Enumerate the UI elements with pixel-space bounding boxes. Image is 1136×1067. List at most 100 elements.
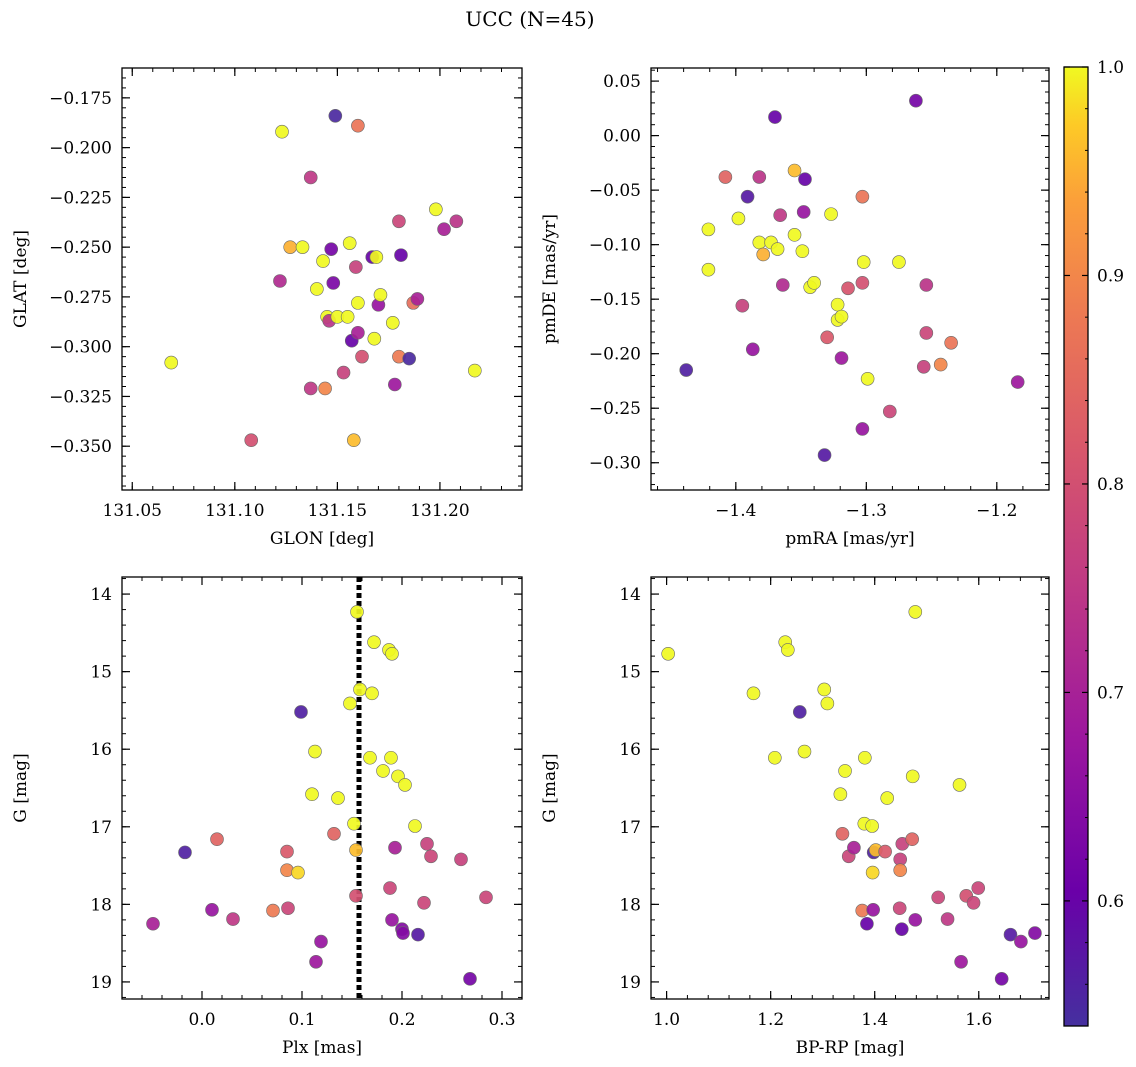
data-point: [768, 750, 782, 765]
data-point: [824, 207, 838, 221]
data-point: [310, 282, 324, 296]
data-point: [365, 686, 379, 701]
data-point: [281, 901, 295, 916]
data-point: [327, 826, 341, 841]
y-tick-label: 17: [90, 818, 112, 838]
data-point: [308, 744, 322, 759]
data-point: [294, 705, 308, 719]
y-tick-label: −0.20: [589, 345, 641, 365]
data-point: [324, 242, 339, 256]
data-point: [164, 355, 179, 370]
x-tick-label: 0.0: [188, 1010, 215, 1030]
y-tick-label: −0.350: [49, 437, 112, 457]
x-tick-label: 1.0: [653, 1010, 680, 1030]
data-point: [383, 881, 397, 895]
data-point: [468, 363, 482, 378]
colorbar: 0.6 0.7 0.8 0.9 1.0: [1063, 58, 1124, 1027]
y-tick-label: 16: [619, 740, 641, 760]
data-point: [892, 901, 907, 916]
y-tick-label: −0.10: [589, 236, 641, 256]
data-point: [745, 342, 760, 357]
data-point: [856, 255, 871, 269]
panel-glon_glat: 131.05 131.10 131.15 131.20 −0.175 −0.200 −0.2…: [11, 67, 523, 549]
data-point: [347, 816, 361, 831]
data-point: [858, 750, 872, 765]
y-tick-label: −0.325: [49, 387, 112, 407]
data-point: [817, 448, 832, 462]
data-point: [905, 769, 920, 784]
y-tick-label: 14: [619, 585, 641, 605]
data-point: [735, 298, 750, 313]
data-point: [351, 296, 365, 310]
data-point: [820, 330, 834, 345]
x-axis-label: Plx [mas]: [282, 1038, 362, 1058]
data-point: [916, 359, 931, 374]
data-point: [326, 276, 341, 290]
x-tick-label: −1.2: [976, 501, 1017, 521]
y-axis-label: G [mag]: [540, 753, 560, 822]
data-point: [775, 278, 790, 292]
data-point: [331, 791, 345, 805]
data-point: [303, 170, 318, 185]
y-axis-label: G [mag]: [11, 753, 31, 822]
y-tick-label: 0.00: [603, 127, 641, 147]
plot-frame: [121, 576, 523, 1000]
colorbar-gradient: [1063, 66, 1089, 1027]
data-point: [244, 433, 259, 448]
data-point: [752, 235, 767, 250]
data-point: [882, 404, 897, 419]
data-point: [398, 778, 412, 792]
data-point: [855, 276, 870, 290]
data-point: [408, 819, 422, 833]
data-point: [369, 250, 384, 264]
data-point: [205, 902, 219, 917]
data-point: [1028, 926, 1042, 940]
x-tick-label: 131.20: [410, 501, 469, 521]
data-point: [865, 865, 880, 880]
data-point: [303, 381, 318, 396]
x-tick-label: 131.05: [103, 501, 162, 521]
data-point: [373, 288, 388, 302]
data-point: [796, 205, 811, 219]
data-point: [376, 764, 390, 778]
data-point: [353, 682, 367, 697]
data-point: [424, 849, 438, 864]
data-point: [367, 635, 381, 649]
colorbar-tick-label: 0.9: [1097, 266, 1124, 286]
data-point: [855, 422, 870, 436]
data-point: [178, 845, 192, 860]
x-axis-label: pmRA [mas/yr]: [785, 529, 914, 549]
data-point: [1014, 934, 1028, 949]
plot-frame: [650, 576, 1050, 1000]
data-point: [661, 646, 675, 661]
data-point: [410, 292, 425, 306]
data-point: [807, 276, 821, 290]
y-tick-label: −0.175: [49, 89, 112, 109]
data-point: [878, 844, 892, 859]
data-point: [940, 912, 955, 926]
x-tick-label: 1.6: [965, 1010, 992, 1030]
data-point: [795, 244, 810, 258]
data-point: [479, 890, 493, 905]
data-point: [385, 315, 400, 330]
data-point: [847, 840, 861, 855]
data-point: [798, 172, 812, 187]
data-point: [787, 163, 802, 178]
y-tick-label: 17: [619, 818, 641, 838]
data-point: [834, 309, 849, 324]
data-point: [835, 826, 850, 841]
data-point: [892, 255, 906, 269]
data-point: [328, 108, 343, 123]
y-tick-label: 19: [90, 973, 112, 993]
y-tick-label: −0.225: [49, 188, 112, 208]
data-point: [411, 927, 425, 942]
data-point: [718, 170, 733, 184]
data-point: [342, 236, 357, 250]
data-point: [1003, 927, 1018, 942]
data-point: [1010, 375, 1025, 389]
data-point: [429, 202, 443, 217]
data-point: [316, 254, 330, 268]
data-point: [781, 643, 795, 657]
data-point: [908, 605, 923, 619]
